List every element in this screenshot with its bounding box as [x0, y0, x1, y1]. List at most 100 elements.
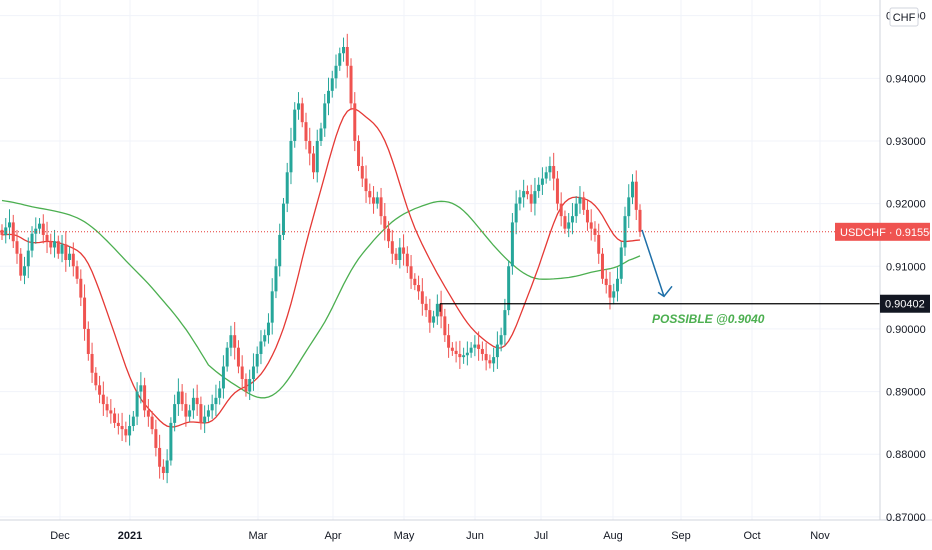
candle-body — [233, 335, 237, 348]
candle-body — [184, 404, 188, 417]
candle-body — [281, 203, 285, 235]
candle-body — [567, 222, 571, 229]
candle-body — [612, 291, 616, 298]
candle-body — [454, 350, 458, 354]
candle-body — [319, 128, 323, 141]
candle-body — [304, 122, 308, 141]
candle-body — [19, 253, 23, 276]
candle-body — [240, 366, 244, 380]
candle-body — [139, 385, 143, 392]
candle-body — [360, 166, 364, 179]
last-price-tag[interactable]: USDCHF · 0.91550 — [835, 222, 932, 241]
candle-body — [225, 347, 229, 367]
candle-body — [71, 253, 75, 267]
candle-body — [278, 234, 282, 267]
currency-box[interactable] — [889, 7, 919, 27]
candle-body — [563, 216, 567, 229]
candle-body — [263, 335, 267, 342]
candle-body — [11, 222, 15, 242]
candle-body — [131, 416, 135, 427]
candle-body — [338, 53, 342, 66]
candle-body — [248, 379, 252, 392]
candle-body — [173, 404, 177, 423]
candle-body — [578, 197, 582, 204]
candle-body — [353, 103, 357, 141]
candle-body — [480, 348, 484, 354]
candle-body — [555, 178, 559, 204]
candle-body — [296, 103, 300, 110]
candles — [0, 33, 642, 484]
candle-body — [608, 285, 612, 298]
candle-body — [191, 397, 195, 411]
candle-body — [79, 278, 83, 298]
candle-body — [214, 397, 218, 405]
y-tick-label: 0.92000 — [886, 199, 926, 211]
candle-body — [342, 46, 346, 54]
candle-body — [30, 233, 34, 251]
y-tick-label: 0.94000 — [886, 73, 926, 85]
candle-body — [439, 303, 443, 317]
target-price-tag-bg — [880, 294, 930, 313]
candle-body — [327, 90, 331, 104]
candle-body — [477, 344, 481, 349]
candle-body — [315, 140, 319, 173]
candle-body — [64, 244, 68, 260]
candle-body — [206, 410, 210, 417]
x-tick-label: Dec — [50, 530, 70, 542]
candle-body — [259, 341, 263, 354]
candle-body — [266, 322, 270, 336]
candle-body — [349, 65, 353, 104]
candle-body — [465, 352, 469, 356]
candle-body — [236, 347, 240, 367]
candle-body — [398, 247, 402, 260]
candle-body — [548, 166, 552, 173]
candle-body — [4, 227, 8, 235]
candle-body — [615, 278, 619, 292]
candle-body — [435, 303, 439, 317]
x-tick-label: 2021 — [118, 530, 142, 542]
candle-body — [203, 416, 207, 423]
candle-body — [38, 223, 42, 229]
currency-label: CHF — [893, 12, 916, 24]
candle-body — [630, 181, 634, 198]
candle-body — [379, 197, 383, 217]
candle-body — [0, 229, 4, 235]
target-price-tag[interactable]: 0.90402 — [880, 294, 930, 313]
x-tick-label: Mar — [249, 530, 268, 542]
candle-body — [432, 316, 436, 323]
y-tick-label: 0.89000 — [886, 387, 926, 399]
candle-body — [619, 247, 623, 279]
candle-body — [533, 191, 537, 204]
candle-body — [161, 466, 165, 474]
price-axis[interactable]: 0.950000.940000.930000.920000.910000.900… — [886, 11, 926, 524]
time-axis[interactable]: Dec 2021 Mar Apr May Jun Jul Aug Sep Oct Nov — [50, 530, 830, 542]
candle-body — [210, 404, 214, 411]
candle-body — [507, 266, 511, 311]
candle-body — [570, 216, 574, 223]
candle-body — [383, 216, 387, 229]
candle-body — [135, 391, 139, 417]
candle-body — [289, 140, 293, 173]
candle-body — [638, 209, 642, 232]
candle-body — [56, 241, 60, 254]
annotation-text[interactable]: POSSIBLE @0.9040 — [652, 312, 765, 326]
candle-body — [300, 103, 304, 123]
candle-body — [158, 447, 162, 467]
candle-body — [83, 297, 87, 329]
candle-body — [165, 460, 169, 474]
candle-body — [345, 46, 349, 66]
candle-body — [529, 194, 533, 204]
forecast-arrow[interactable] — [641, 229, 673, 298]
candle-body — [188, 410, 192, 417]
y-tick-label: 0.93000 — [886, 136, 926, 148]
ma-red-line — [1, 108, 641, 428]
candle-body — [128, 426, 132, 436]
candle-body — [98, 385, 102, 395]
candle-body — [101, 394, 105, 405]
last-price-tag-bg — [835, 222, 930, 241]
candle-body — [68, 253, 72, 260]
candle-body — [41, 223, 45, 235]
x-tick-label: Aug — [603, 530, 623, 542]
